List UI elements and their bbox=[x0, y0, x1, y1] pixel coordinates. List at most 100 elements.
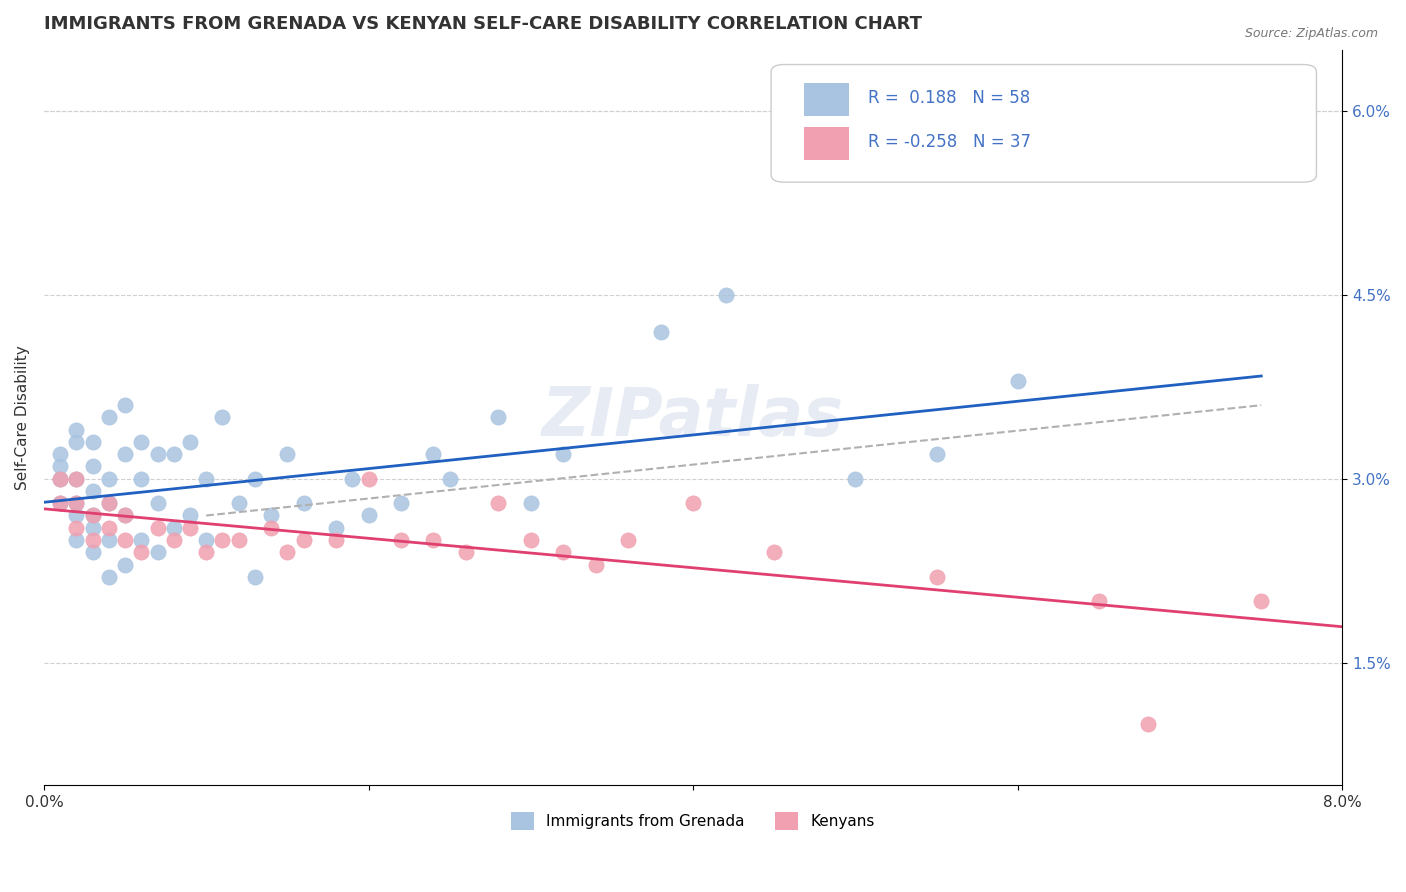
Text: R =  0.188   N = 58: R = 0.188 N = 58 bbox=[869, 88, 1031, 107]
Point bbox=[195, 472, 218, 486]
Point bbox=[97, 570, 120, 584]
Point bbox=[49, 472, 72, 486]
Point bbox=[228, 496, 250, 510]
Point bbox=[49, 447, 72, 461]
Point bbox=[520, 496, 543, 510]
Point bbox=[114, 398, 136, 412]
Point bbox=[179, 521, 201, 535]
Point bbox=[325, 533, 347, 547]
Point bbox=[243, 472, 266, 486]
Point bbox=[292, 496, 315, 510]
Legend: Immigrants from Grenada, Kenyans: Immigrants from Grenada, Kenyans bbox=[505, 805, 882, 837]
Text: Source: ZipAtlas.com: Source: ZipAtlas.com bbox=[1244, 27, 1378, 40]
Point bbox=[925, 570, 948, 584]
Point bbox=[114, 533, 136, 547]
Point bbox=[97, 533, 120, 547]
Point bbox=[82, 508, 104, 523]
Point bbox=[97, 472, 120, 486]
Point bbox=[325, 521, 347, 535]
Point bbox=[82, 545, 104, 559]
Point bbox=[617, 533, 640, 547]
Point bbox=[49, 496, 72, 510]
Point bbox=[146, 545, 169, 559]
Point bbox=[520, 533, 543, 547]
Point bbox=[114, 508, 136, 523]
Point bbox=[389, 533, 412, 547]
Point bbox=[179, 508, 201, 523]
Point bbox=[454, 545, 477, 559]
Point bbox=[146, 447, 169, 461]
Point bbox=[211, 533, 233, 547]
Point bbox=[357, 472, 380, 486]
Point bbox=[682, 496, 704, 510]
Point bbox=[195, 545, 218, 559]
Point bbox=[260, 508, 283, 523]
Point bbox=[65, 533, 87, 547]
Point bbox=[129, 545, 152, 559]
Point bbox=[129, 434, 152, 449]
Point bbox=[179, 434, 201, 449]
Text: ZIPatlas: ZIPatlas bbox=[543, 384, 844, 450]
Point bbox=[97, 496, 120, 510]
Point bbox=[163, 447, 186, 461]
Point bbox=[585, 558, 607, 572]
Point bbox=[357, 508, 380, 523]
Point bbox=[65, 434, 87, 449]
Point bbox=[163, 533, 186, 547]
Point bbox=[65, 472, 87, 486]
Point bbox=[129, 533, 152, 547]
FancyBboxPatch shape bbox=[803, 83, 849, 116]
Point bbox=[82, 533, 104, 547]
Point bbox=[1136, 716, 1159, 731]
Point bbox=[276, 447, 298, 461]
Point bbox=[146, 496, 169, 510]
Point bbox=[65, 423, 87, 437]
Text: IMMIGRANTS FROM GRENADA VS KENYAN SELF-CARE DISABILITY CORRELATION CHART: IMMIGRANTS FROM GRENADA VS KENYAN SELF-C… bbox=[44, 15, 922, 33]
Point bbox=[195, 533, 218, 547]
Point bbox=[342, 472, 364, 486]
Point bbox=[553, 545, 575, 559]
Point bbox=[389, 496, 412, 510]
Point bbox=[763, 545, 786, 559]
FancyBboxPatch shape bbox=[770, 64, 1316, 182]
Point bbox=[650, 325, 672, 339]
Point bbox=[114, 558, 136, 572]
Point bbox=[97, 410, 120, 425]
Point bbox=[114, 508, 136, 523]
Point bbox=[163, 521, 186, 535]
Point bbox=[422, 533, 444, 547]
Point bbox=[1007, 374, 1029, 388]
Point bbox=[82, 521, 104, 535]
Point bbox=[49, 496, 72, 510]
Point bbox=[97, 521, 120, 535]
Point bbox=[82, 459, 104, 474]
Y-axis label: Self-Care Disability: Self-Care Disability bbox=[15, 345, 30, 490]
Point bbox=[82, 508, 104, 523]
Text: R = -0.258   N = 37: R = -0.258 N = 37 bbox=[869, 133, 1032, 151]
Point bbox=[65, 508, 87, 523]
Point bbox=[114, 447, 136, 461]
Point bbox=[146, 521, 169, 535]
Point bbox=[714, 288, 737, 302]
Point bbox=[276, 545, 298, 559]
Point bbox=[97, 496, 120, 510]
Point bbox=[65, 496, 87, 510]
Point bbox=[129, 472, 152, 486]
FancyBboxPatch shape bbox=[803, 127, 849, 161]
Point bbox=[422, 447, 444, 461]
Point bbox=[925, 447, 948, 461]
Point bbox=[228, 533, 250, 547]
Point bbox=[1250, 594, 1272, 608]
Point bbox=[260, 521, 283, 535]
Point bbox=[82, 483, 104, 498]
Point bbox=[486, 496, 509, 510]
Point bbox=[1088, 594, 1111, 608]
Point bbox=[439, 472, 461, 486]
Point bbox=[65, 496, 87, 510]
Point bbox=[49, 472, 72, 486]
Point bbox=[65, 521, 87, 535]
Point bbox=[486, 410, 509, 425]
Point bbox=[553, 447, 575, 461]
Point bbox=[49, 459, 72, 474]
Point bbox=[211, 410, 233, 425]
